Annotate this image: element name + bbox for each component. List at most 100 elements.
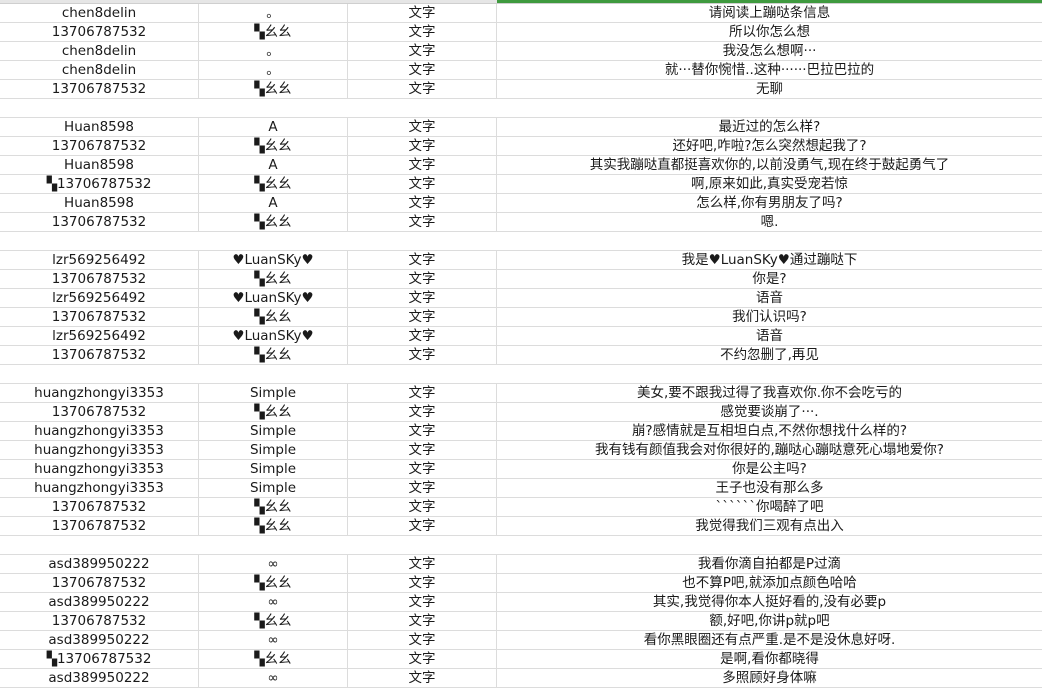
type-cell[interactable]: 文字 [348,61,497,79]
message-cell[interactable]: 你是? [752,271,787,287]
nickname-cell[interactable]: ▚幺幺 [199,498,348,516]
type-cell[interactable]: 文字 [348,194,497,212]
type-cell[interactable]: 文字 [348,669,497,687]
nickname-cell[interactable]: 。 [199,42,348,60]
type-cell[interactable]: 文字 [348,23,497,41]
sender-cell[interactable] [0,365,199,383]
sender-cell[interactable]: huangzhongyi3353 [0,441,199,459]
nickname-cell[interactable]: Simple [199,422,348,440]
nickname-cell[interactable]: ▚幺幺 [199,346,348,364]
sender-cell[interactable]: Huan8598 [0,118,199,136]
nickname-cell[interactable]: ▚幺幺 [199,650,348,668]
nickname-cell[interactable]: ▚幺幺 [199,137,348,155]
message-cell[interactable]: 我觉得我们三观有点出入 [695,518,844,534]
sender-cell[interactable]: Huan8598 [0,156,199,174]
type-cell[interactable]: 文字 [348,175,497,193]
type-cell[interactable]: 文字 [348,631,497,649]
sender-cell[interactable]: asd389950222 [0,555,199,573]
type-cell[interactable] [348,232,497,250]
sender-cell[interactable]: lzr569256492 [0,289,199,307]
nickname-cell[interactable]: ▚幺幺 [199,612,348,630]
type-cell[interactable]: 文字 [348,593,497,611]
sender-cell[interactable]: 13706787532 [0,517,199,535]
message-cell[interactable]: 啊,原来如此,真实受宠若惊 [690,176,849,192]
sender-cell[interactable]: 13706787532 [0,403,199,421]
sender-cell[interactable]: Huan8598 [0,194,199,212]
sender-cell[interactable]: huangzhongyi3353 [0,384,199,402]
nickname-cell[interactable]: Simple [199,441,348,459]
message-cell[interactable]: 额,好吧,你讲p就p吧 [709,613,830,629]
message-cell[interactable]: 所以你怎么想 [729,24,810,40]
type-cell[interactable] [348,365,497,383]
message-cell[interactable] [497,365,1042,383]
type-cell[interactable]: 文字 [348,384,497,402]
message-cell[interactable]: 还好吧,咋啦?怎么突然想起我了? [672,138,867,154]
type-cell[interactable]: 文字 [348,251,497,269]
nickname-cell[interactable]: 。 [199,4,348,22]
type-cell[interactable]: 文字 [348,460,497,478]
message-cell[interactable]: 是啊,看你都晓得 [720,651,819,667]
nickname-cell[interactable] [199,536,348,554]
message-cell[interactable]: 我没怎么想啊··· [722,43,817,59]
type-cell[interactable]: 文字 [348,650,497,668]
sender-cell[interactable]: asd389950222 [0,593,199,611]
message-cell[interactable]: 其实我蹦哒直都挺喜欢你的,以前没勇气,现在终于鼓起勇气了 [589,157,950,173]
sender-cell[interactable]: huangzhongyi3353 [0,460,199,478]
type-cell[interactable]: 文字 [348,289,497,307]
sender-cell[interactable]: chen8delin [0,61,199,79]
message-cell[interactable]: 王子也没有那么多 [715,480,824,496]
sender-cell[interactable]: asd389950222 [0,669,199,687]
message-cell[interactable]: 嗯. [760,214,779,230]
type-cell[interactable]: 文字 [348,118,497,136]
nickname-cell[interactable] [199,365,348,383]
type-cell[interactable]: 文字 [348,574,497,592]
message-cell[interactable]: 我有钱有颜值我会对你很好的,蹦哒心蹦哒意死心塌地爱你? [595,442,944,458]
type-cell[interactable]: 文字 [348,156,497,174]
sender-cell[interactable]: 13706787532 [0,612,199,630]
message-cell[interactable]: 最近过的怎么样? [718,119,821,135]
type-cell[interactable]: 文字 [348,346,497,364]
sender-cell[interactable]: chen8delin [0,42,199,60]
type-cell[interactable]: 文字 [348,80,497,98]
sender-cell[interactable]: 13706787532 [0,137,199,155]
message-cell[interactable]: ˋˋˋˋˋˋ你喝醉了吧 [715,499,824,515]
message-cell[interactable]: 我看你滴自拍都是P过滴 [697,556,842,572]
type-cell[interactable]: 文字 [348,555,497,573]
nickname-cell[interactable]: ∞ [199,631,348,649]
message-cell[interactable]: 不约忽删了,再见 [720,347,819,363]
type-cell[interactable]: 文字 [348,612,497,630]
nickname-cell[interactable]: Simple [199,384,348,402]
nickname-cell[interactable]: ∞ [199,593,348,611]
nickname-cell[interactable]: ▚幺幺 [199,403,348,421]
type-cell[interactable]: 文字 [348,327,497,345]
message-cell[interactable]: 就···替你惋惜..这种······巴拉巴拉的 [664,62,875,78]
type-cell[interactable]: 文字 [348,422,497,440]
type-cell[interactable]: 文字 [348,270,497,288]
nickname-cell[interactable]: ▚幺幺 [199,517,348,535]
type-cell[interactable]: 文字 [348,403,497,421]
message-cell[interactable]: 语音 [756,290,783,306]
type-cell[interactable] [348,99,497,117]
sender-cell[interactable]: lzr569256492 [0,251,199,269]
sender-cell[interactable]: 13706787532 [0,80,199,98]
type-cell[interactable]: 文字 [348,441,497,459]
nickname-cell[interactable]: ♥LuanSKy♥ [199,327,348,345]
message-cell[interactable] [497,232,1042,250]
sender-cell[interactable]: huangzhongyi3353 [0,479,199,497]
message-cell[interactable]: 请阅读上蹦哒条信息 [708,5,831,21]
message-cell[interactable]: 无聊 [756,81,783,97]
message-cell[interactable]: 多照顾好身体嘛 [722,670,817,686]
message-cell[interactable]: 其实,我觉得你本人挺好看的,没有必要p [652,594,887,610]
sender-cell[interactable]: ▚13706787532 [0,175,199,193]
type-cell[interactable]: 文字 [348,479,497,497]
message-cell[interactable]: 我们认识吗? [732,309,807,325]
nickname-cell[interactable]: ∞ [199,669,348,687]
nickname-cell[interactable]: ▚幺幺 [199,213,348,231]
message-cell[interactable]: 崩?感情就是互相坦白点,不然你想找什么样的? [631,423,908,439]
message-cell[interactable]: 感觉要谈崩了···. [720,404,819,420]
message-cell[interactable] [497,536,1042,554]
type-cell[interactable]: 文字 [348,498,497,516]
nickname-cell[interactable]: A [199,118,348,136]
sender-cell[interactable]: 13706787532 [0,346,199,364]
nickname-cell[interactable]: ▚幺幺 [199,270,348,288]
